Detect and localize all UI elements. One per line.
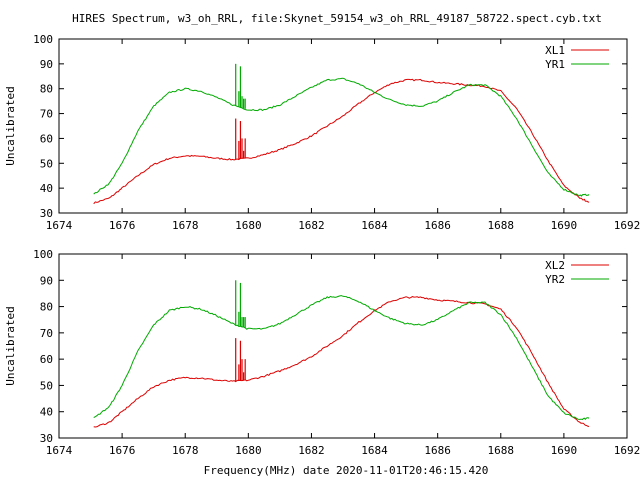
series-line-XL1 — [93, 78, 590, 205]
legend-label-YR2: YR2 — [545, 273, 565, 286]
series-line-YR2 — [93, 295, 590, 421]
x-tick-label: 1686 — [424, 219, 451, 232]
y-tick-label: 60 — [40, 353, 53, 366]
x-tick-label: 1674 — [46, 219, 73, 232]
y-tick-label: 80 — [40, 301, 53, 314]
y-tick-label: 50 — [40, 157, 53, 170]
figure-title: HIRES Spectrum, w3_oh_RRL, file:Skynet_5… — [72, 12, 602, 25]
x-tick-label: 1692 — [614, 219, 640, 232]
x-tick-label: 1686 — [424, 444, 451, 457]
series-line-YR1 — [93, 77, 590, 197]
x-axis-label: Frequency(MHz) date 2020-11-01T20:46:15.… — [204, 464, 489, 477]
x-tick-label: 1680 — [235, 219, 262, 232]
series-line-XL2 — [93, 296, 590, 428]
legend-label-XL2: XL2 — [545, 259, 565, 272]
x-tick-label: 1684 — [361, 219, 388, 232]
y-tick-label: 30 — [40, 432, 53, 445]
y-tick-label: 30 — [40, 207, 53, 220]
y-tick-label: 40 — [40, 182, 53, 195]
y-axis-label: Uncalibrated — [4, 86, 17, 165]
bottom-panel: 1674 1676 1678 1680 1682 1684 1686 1688 1690 1692… — [4, 248, 640, 477]
y-tick-label: 50 — [40, 379, 53, 392]
x-tick-label: 1684 — [361, 444, 388, 457]
x-tick-label: 1682 — [298, 219, 325, 232]
top-panel: 1674 1676 1678 1680 1682 1684 1686 1688 1690 1692… — [4, 33, 640, 232]
y-tick-label: 80 — [40, 83, 53, 96]
y-tick-label: 60 — [40, 132, 53, 145]
x-tick-label: 1678 — [172, 444, 199, 457]
y-tick-label: 90 — [40, 58, 53, 71]
x-tick-label: 1676 — [109, 444, 136, 457]
x-tick-label: 1682 — [298, 444, 325, 457]
y-tick-label: 70 — [40, 327, 53, 340]
y-tick-label: 70 — [40, 108, 53, 121]
y-axis-label: Uncalibrated — [4, 306, 17, 385]
x-tick-label: 1690 — [551, 219, 578, 232]
x-tick-label: 1680 — [235, 444, 262, 457]
x-tick-label: 1690 — [551, 444, 578, 457]
plot-frame — [58, 253, 628, 439]
x-tick-label: 1688 — [488, 219, 515, 232]
x-tick-label: 1692 — [614, 444, 640, 457]
y-tick-label: 90 — [40, 274, 53, 287]
plot-frame — [58, 38, 628, 214]
x-tick-label: 1676 — [109, 219, 136, 232]
legend-label-XL1: XL1 — [545, 44, 565, 57]
y-tick-label: 100 — [33, 33, 53, 46]
y-tick-label: 40 — [40, 406, 53, 419]
legend-label-YR1: YR1 — [545, 58, 565, 71]
x-tick-label: 1674 — [46, 444, 73, 457]
x-tick-label: 1678 — [172, 219, 199, 232]
x-tick-label: 1688 — [488, 444, 515, 457]
y-tick-label: 100 — [33, 248, 53, 261]
